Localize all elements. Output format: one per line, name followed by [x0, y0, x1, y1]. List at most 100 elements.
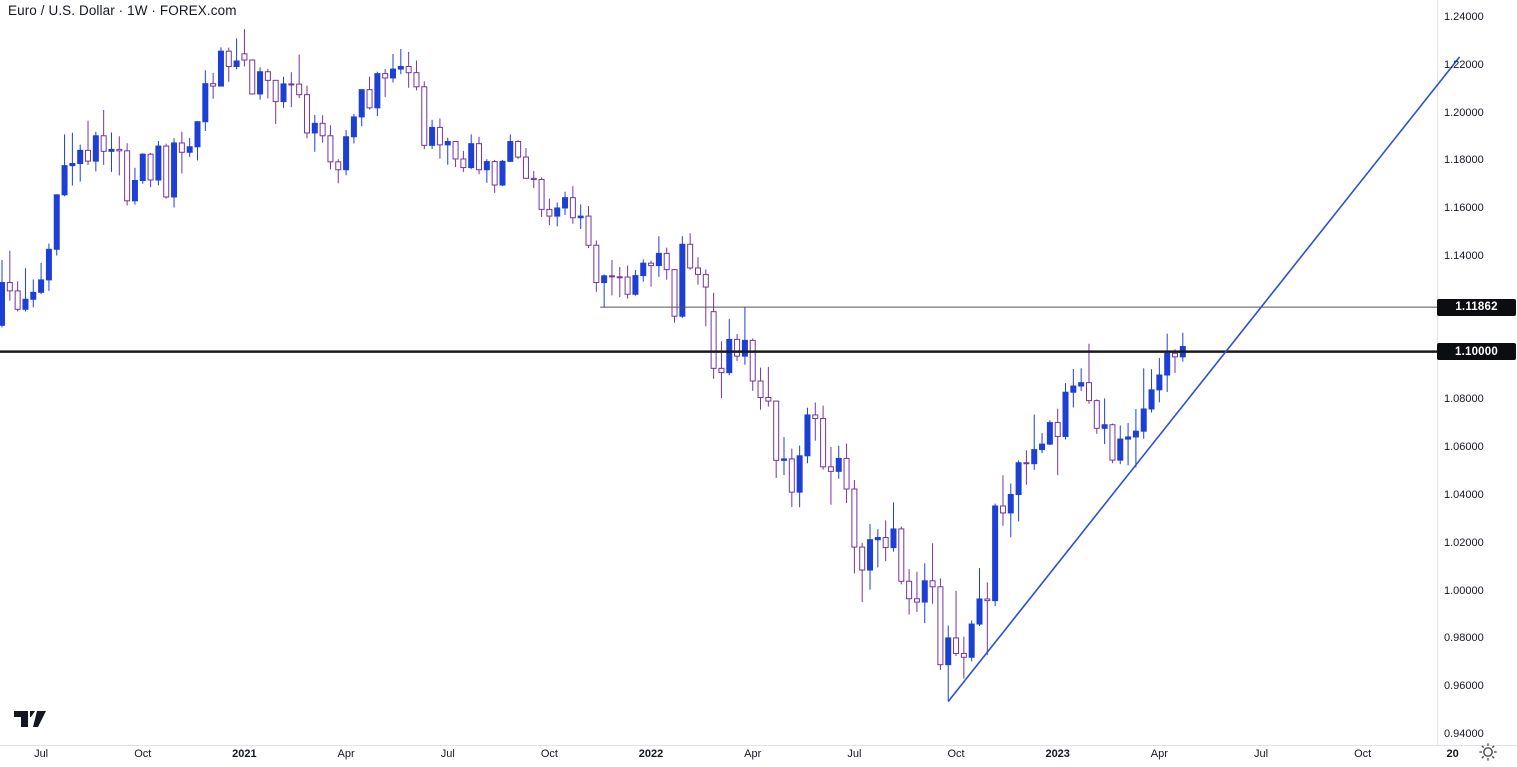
candle: [436, 118, 443, 159]
candle-body: [820, 418, 827, 468]
candle-body: [382, 73, 389, 79]
candle-body: [1031, 449, 1038, 465]
candle-body: [272, 79, 279, 103]
candle: [726, 318, 733, 376]
candle: [632, 269, 639, 296]
candle-body: [1093, 400, 1100, 429]
candle-body: [655, 252, 662, 267]
candle: [546, 198, 553, 226]
candle: [1070, 369, 1077, 408]
candle-body: [687, 243, 694, 269]
candle: [483, 159, 490, 183]
trendline[interactable]: [947, 56, 1461, 702]
candle: [859, 542, 866, 603]
candle: [1039, 433, 1046, 454]
candle-body: [968, 623, 975, 658]
price-axis-label: 1.20000: [1444, 106, 1484, 119]
candle-body: [835, 457, 842, 472]
candle: [694, 257, 701, 285]
candle: [69, 132, 76, 186]
price-axis-label: 1.04000: [1444, 489, 1484, 501]
time-axis-label: 20: [1446, 748, 1459, 760]
candle: [976, 568, 983, 626]
candle-body: [421, 86, 428, 146]
candle: [522, 147, 529, 179]
candle-body: [178, 142, 185, 153]
candle-body: [335, 161, 342, 171]
candle: [624, 265, 631, 299]
candle: [6, 250, 13, 301]
candle: [937, 578, 944, 670]
candle-body: [827, 466, 834, 472]
price-axis-label: 1.22000: [1444, 58, 1484, 71]
candle: [773, 400, 780, 479]
candle: [718, 341, 725, 398]
candles-series: [0, 29, 1186, 702]
candle: [608, 260, 615, 296]
candle-body: [22, 298, 29, 310]
candle-body: [61, 165, 68, 196]
candle: [577, 204, 584, 229]
axis-borders: [0, 0, 1517, 746]
tradingview-logo[interactable]: [14, 710, 47, 733]
candle: [640, 259, 647, 282]
candle: [92, 131, 99, 172]
candle: [1015, 460, 1022, 522]
candle: [1085, 343, 1092, 404]
price-axis-label: 0.98000: [1444, 632, 1484, 645]
candle-body: [124, 150, 131, 202]
candle-body: [679, 243, 686, 317]
candle-body: [85, 149, 92, 162]
candle-body: [241, 53, 248, 61]
candle-body: [781, 458, 787, 461]
candle: [1062, 383, 1069, 440]
candle-body: [171, 142, 178, 198]
candle-body: [616, 276, 623, 279]
candle: [929, 543, 936, 604]
candle: [452, 141, 459, 168]
time-axis-label: Apr: [1150, 748, 1168, 760]
candle: [874, 529, 881, 568]
candle: [491, 159, 498, 193]
candle: [178, 131, 185, 174]
candle-body: [937, 586, 944, 666]
candle: [202, 70, 209, 132]
candle: [898, 526, 905, 585]
candle-body: [1046, 422, 1053, 445]
candle-body: [1054, 422, 1061, 437]
candle-body: [593, 244, 600, 284]
candle-body: [960, 652, 967, 658]
candle-body: [257, 71, 264, 95]
time-axis-label: Oct: [1354, 748, 1372, 760]
candle: [906, 569, 913, 615]
candle-body: [163, 145, 170, 198]
candle: [264, 68, 271, 99]
candle-body: [921, 580, 928, 603]
candle-body: [624, 276, 631, 295]
candle-body: [898, 528, 905, 582]
candle: [280, 76, 287, 108]
candle: [585, 206, 592, 249]
candle-body: [929, 580, 936, 588]
price-axis-label: 1.06000: [1444, 441, 1484, 454]
candle: [984, 582, 991, 656]
candle-body: [1039, 443, 1046, 451]
candle-body: [507, 141, 514, 162]
candle: [390, 54, 396, 83]
candle: [1007, 483, 1014, 538]
price-line-label[interactable]: 1.10000: [1437, 343, 1516, 361]
gear-icon[interactable]: [1478, 742, 1498, 767]
candle: [22, 268, 29, 312]
candle: [249, 59, 256, 95]
candle-body: [14, 290, 21, 310]
candle: [374, 71, 381, 116]
price-line-label[interactable]: 1.11862: [1437, 298, 1516, 316]
candle-body: [405, 65, 412, 74]
candle: [327, 125, 334, 170]
candle-body: [69, 163, 76, 167]
candle: [45, 243, 52, 291]
candle-body: [569, 197, 576, 219]
candle-body: [217, 50, 224, 87]
candle: [1093, 399, 1100, 434]
